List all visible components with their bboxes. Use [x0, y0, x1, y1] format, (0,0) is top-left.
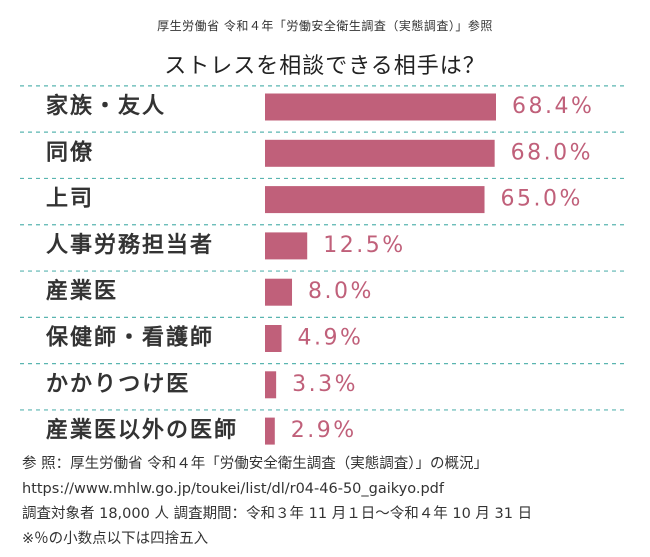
bar [265, 186, 485, 214]
value-label: 12.5% [323, 233, 405, 258]
source-notes: 参 照：厚生労働省 令和４年「労働安全衛生調査（実態調査）」の概況」 https… [22, 452, 532, 552]
survey-info: 調査対象者 18,000 人 調査期間：令和３年 11 月１日〜令和４年 10 … [22, 506, 533, 522]
category-label: 人事労務担当者 [46, 232, 214, 258]
value-label: 4.9% [298, 326, 364, 351]
value-label: 2.9% [291, 418, 357, 443]
bar [265, 371, 277, 399]
category-label: 同僚 [46, 139, 94, 165]
bar [265, 232, 308, 260]
bar-chart: 家族・友人 68.4% 同僚 68.0% 上司 65.0% 人事労務担当者 12.5% 産業医 8… [20, 85, 628, 445]
value-label: 3.3% [292, 372, 358, 397]
source-reference: 参 照：厚生労働省 令和４年「労働安全衛生調査（実態調査）」の概況」 [22, 456, 488, 472]
value-label: 65.0% [501, 187, 583, 212]
category-label: 保健師・看護師 [45, 325, 214, 351]
value-label: 8.0% [308, 279, 374, 304]
value-label: 68.0% [511, 140, 593, 165]
bar [265, 93, 496, 121]
category-label: かかりつけ医 [46, 372, 190, 397]
bar [265, 417, 275, 445]
bar [265, 278, 293, 306]
value-label: 68.4% [512, 94, 594, 119]
category-label: 家族・友人 [46, 93, 166, 119]
category-label: 上司 [46, 187, 94, 212]
category-label: 産業医以外の医師 [46, 417, 238, 443]
bar [265, 325, 282, 352]
category-label: 産業医 [46, 278, 118, 304]
chart-title: ストレスを相談できる相手は？ [164, 54, 486, 79]
source-url[interactable]: https://www.mhlw.go.jp/toukei/list/dl/r0… [22, 481, 444, 497]
rounding-note: ※％の小数点以下は四捨五入 [22, 531, 209, 547]
bar [265, 139, 495, 167]
source-caption: 厚生労働省 令和４年「労働安全衛生調査（実態調査）」参照 [157, 19, 493, 33]
